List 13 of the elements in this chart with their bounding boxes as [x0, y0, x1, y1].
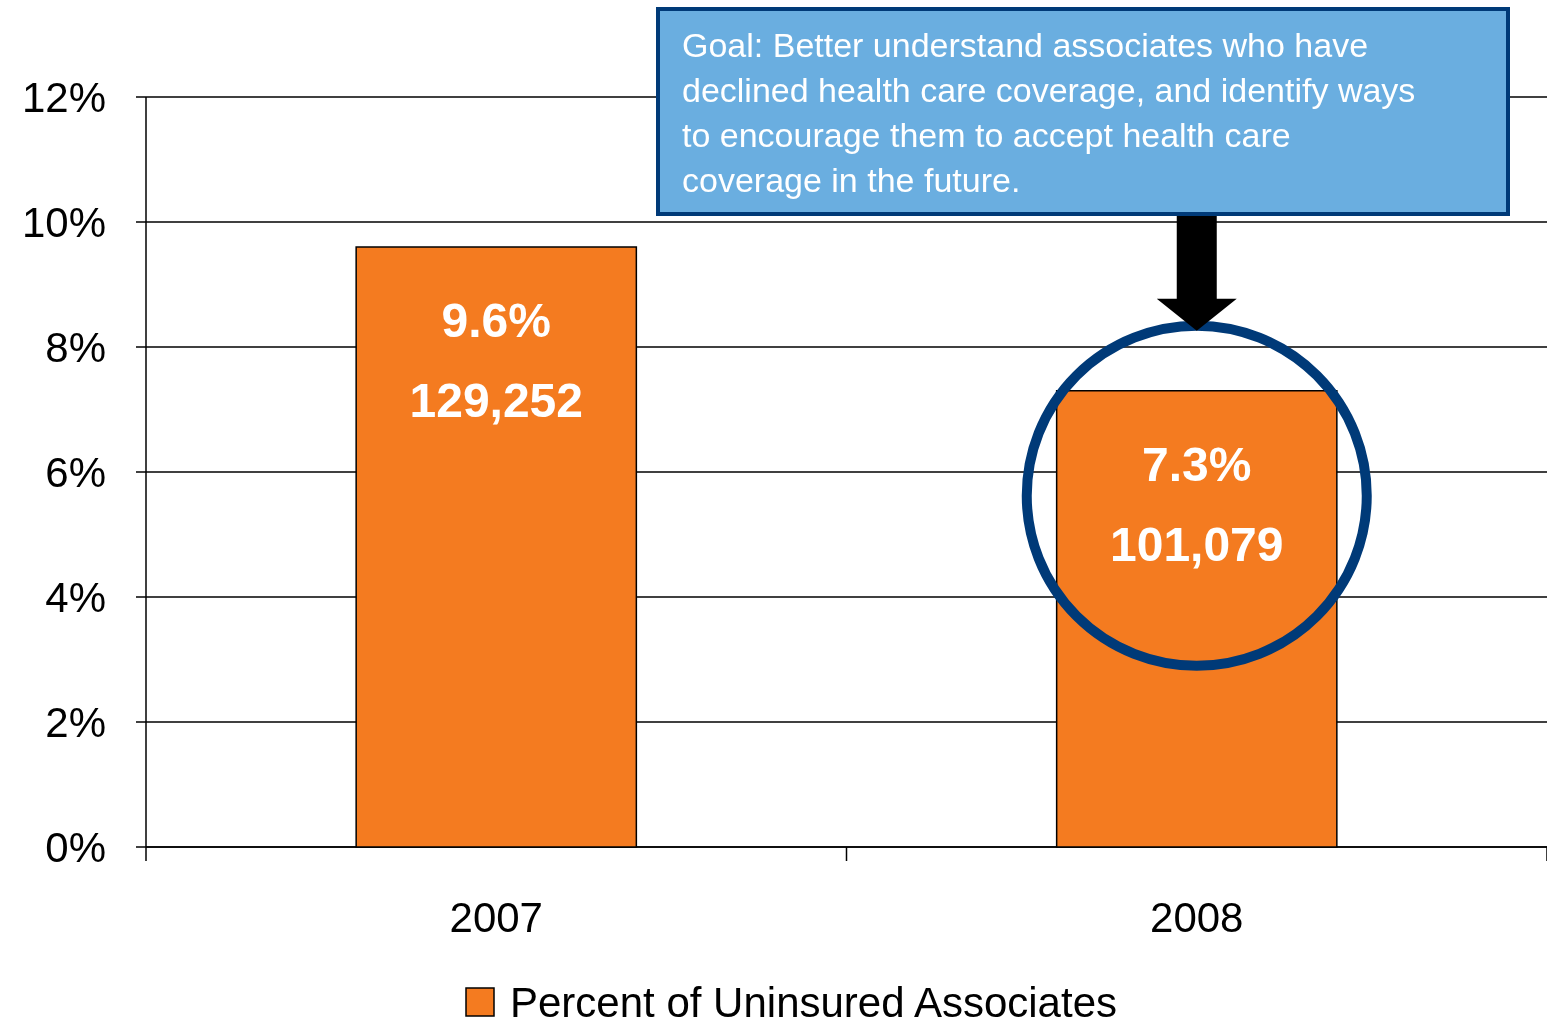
- y-tick-label: 8%: [45, 323, 106, 371]
- y-tick-label: 12%: [21, 73, 106, 121]
- legend-label: Percent of Uninsured Associates: [510, 979, 1117, 1024]
- x-tick-label: 2008: [1150, 894, 1244, 941]
- y-tick-label: 10%: [21, 198, 106, 246]
- data-label: 7.3% 101,079: [1109, 437, 1284, 571]
- y-tick-label: 0%: [45, 823, 106, 871]
- y-tick-label: 2%: [45, 698, 106, 746]
- y-tick-label: 6%: [45, 448, 106, 496]
- data-label: 9.6% 129,252: [409, 294, 584, 427]
- annotation: Goal: Better understand associates who have declined health care coverage, and identify ways to encourage them to accept health care coverage in the future.: [682, 26, 1416, 199]
- y-tick-label: 4%: [45, 573, 106, 621]
- x-tick-label: 2007: [449, 894, 543, 941]
